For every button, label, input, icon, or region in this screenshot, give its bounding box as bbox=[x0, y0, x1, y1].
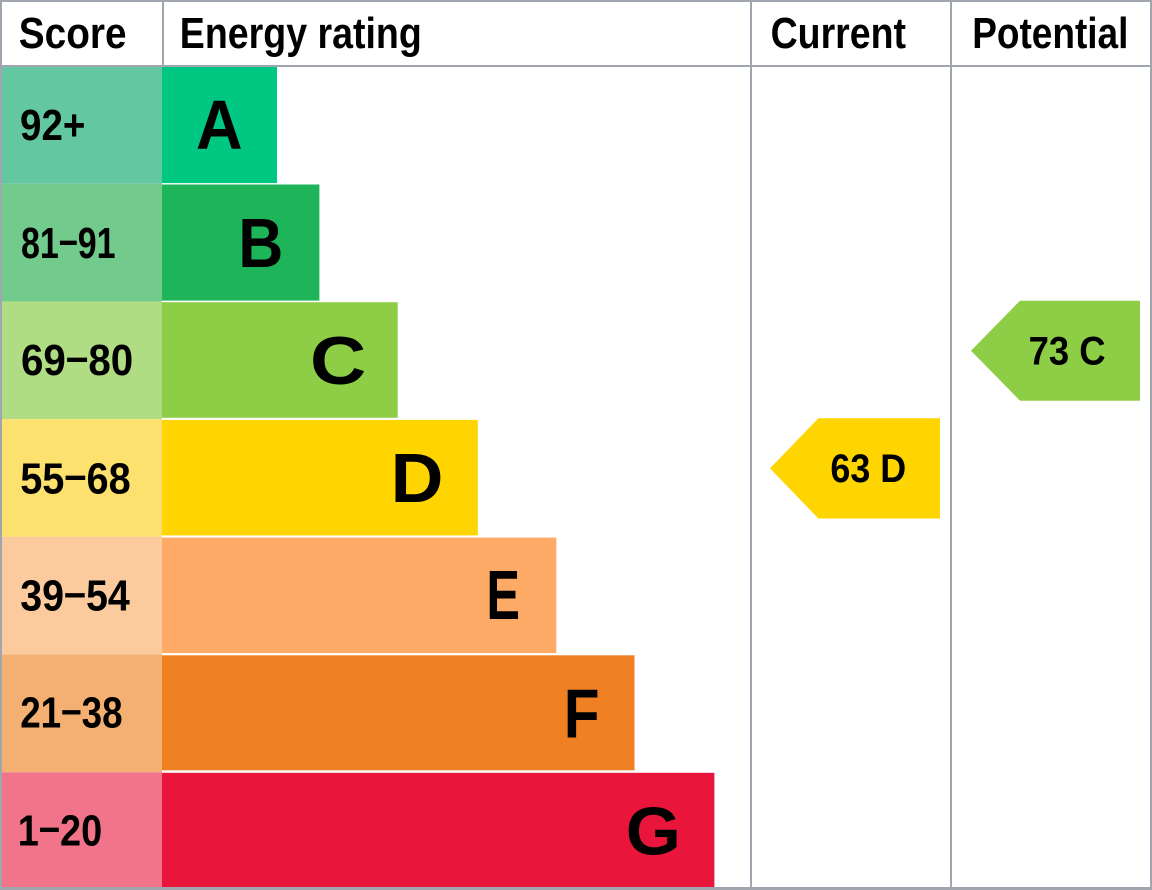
svg-text:Current: Current bbox=[771, 9, 907, 58]
svg-text:39–54: 39–54 bbox=[20, 568, 130, 621]
svg-text:A: A bbox=[196, 86, 243, 164]
svg-text:E: E bbox=[486, 556, 520, 634]
svg-text:G: G bbox=[626, 794, 681, 870]
svg-text:55–68: 55–68 bbox=[20, 451, 131, 504]
svg-text:F: F bbox=[564, 675, 600, 753]
svg-text:Energy rating: Energy rating bbox=[180, 9, 422, 58]
svg-text:92+: 92+ bbox=[20, 101, 85, 150]
svg-text:Score: Score bbox=[19, 9, 127, 58]
svg-text:21–38: 21–38 bbox=[20, 685, 122, 738]
svg-text:1–20: 1–20 bbox=[18, 803, 102, 856]
svg-text:69–80: 69–80 bbox=[21, 333, 133, 386]
svg-text:Potential: Potential bbox=[972, 9, 1128, 58]
svg-text:73 C: 73 C bbox=[1029, 329, 1106, 373]
svg-text:C: C bbox=[310, 323, 366, 399]
svg-text:D: D bbox=[391, 439, 444, 517]
svg-text:63 D: 63 D bbox=[830, 447, 906, 491]
svg-text:B: B bbox=[238, 204, 283, 282]
svg-text:81–91: 81–91 bbox=[21, 215, 116, 268]
